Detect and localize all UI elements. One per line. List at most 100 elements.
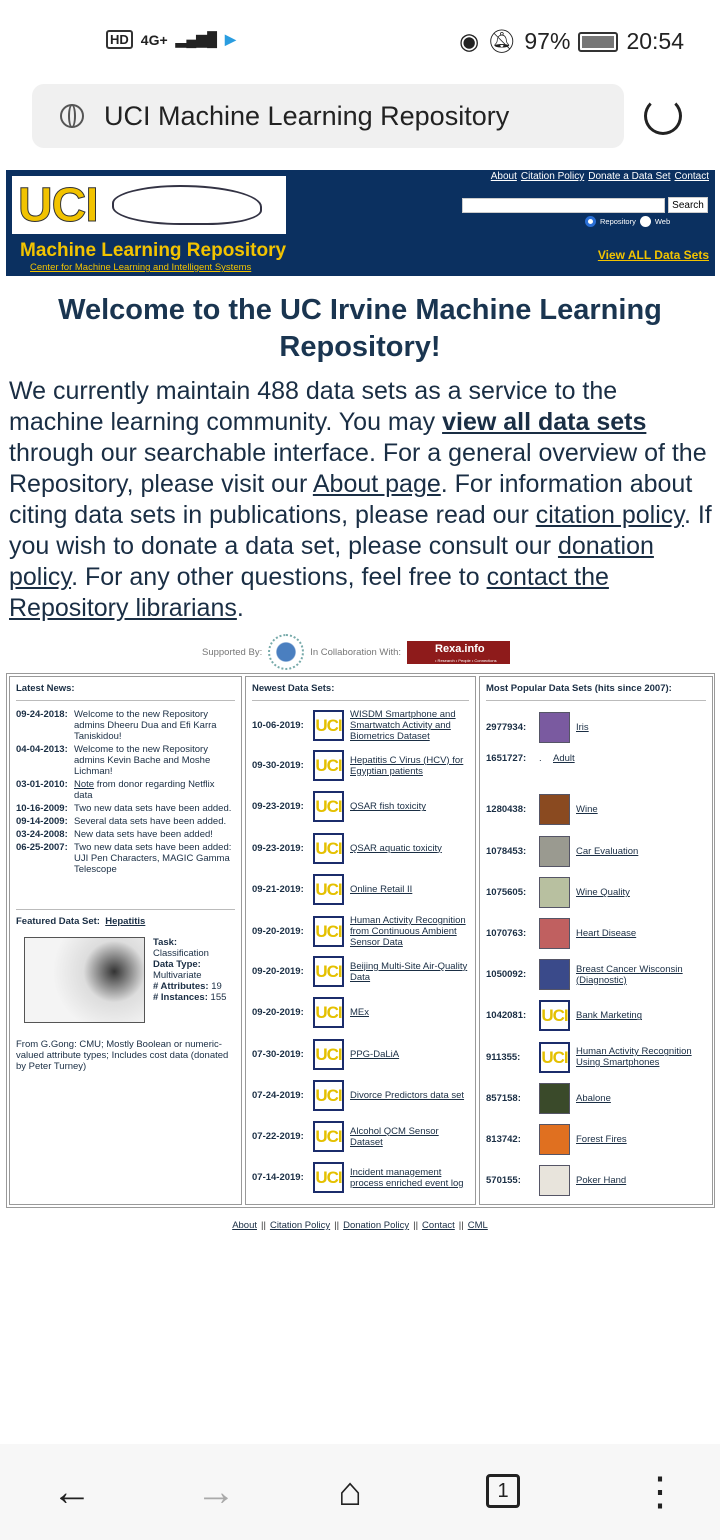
popular-item: 2977934: Iris: [486, 712, 708, 743]
uci-logo[interactable]: UCI: [12, 176, 286, 234]
dataset-thumbnail[interactable]: [539, 835, 570, 867]
dataset-thumbnail[interactable]: [539, 959, 570, 991]
dataset-link[interactable]: Human Activity Recognition from Continuo…: [350, 915, 466, 948]
dataset-thumbnail[interactable]: [539, 1082, 570, 1114]
uci-thumbnail-icon[interactable]: UCI: [313, 1038, 344, 1070]
dataset-link[interactable]: PPG-DaLiA: [350, 1048, 400, 1060]
uci-thumbnail-icon[interactable]: UCI: [539, 1041, 570, 1073]
uci-thumbnail-icon[interactable]: UCI: [313, 956, 344, 988]
view-all-link[interactable]: View ALL Data Sets: [597, 248, 709, 262]
dataset-thumbnail[interactable]: [539, 918, 570, 949]
dataset-link[interactable]: Incident management process enriched eve…: [350, 1166, 464, 1189]
view-all-data-sets-link[interactable]: view all data sets: [442, 408, 647, 436]
footer-link[interactable]: Donation Policy: [343, 1220, 410, 1231]
dataset-link[interactable]: QSAR fish toxicity: [350, 801, 427, 813]
news-item: 04-04-2013: Welcome to the new Repository…: [16, 744, 211, 777]
featured-image[interactable]: [24, 937, 145, 1023]
site-header: UCI Machine Learning Repository Center f…: [6, 170, 715, 276]
footer-link[interactable]: Contact: [422, 1220, 455, 1231]
uci-thumbnail-icon[interactable]: UCI: [539, 1000, 570, 1032]
citation-policy-link[interactable]: Citation Policy: [520, 171, 585, 182]
uci-thumbnail-icon[interactable]: UCI: [313, 1162, 344, 1194]
dataset-link[interactable]: Car Evaluation: [576, 845, 639, 857]
dataset-link[interactable]: Beijing Multi-Site Air-Quality Data: [350, 960, 468, 983]
footer-link[interactable]: Citation Policy: [269, 1220, 331, 1231]
featured-dataset-link[interactable]: Hepatitis: [105, 916, 146, 927]
page-title: Welcome to the UC Irvine Machine Learnin…: [58, 294, 662, 363]
dataset-link[interactable]: Online Retail II: [350, 883, 413, 895]
dataset-link[interactable]: Abalone: [576, 1092, 611, 1104]
thumbnail[interactable]: .: [539, 753, 542, 765]
footer-link[interactable]: CML: [467, 1220, 488, 1231]
news-item: 06-25-2007: Two new data sets have been a…: [16, 842, 232, 875]
dataset-link[interactable]: QSAR aquatic toxicity: [350, 842, 442, 854]
newest-item: 09-23-2019: UCI QSAR aquatic toxicity: [252, 832, 471, 864]
news-item: 09-24-2018: Welcome to the new Repository…: [16, 709, 217, 742]
dataset-thumbnail[interactable]: [539, 712, 570, 743]
cml-link[interactable]: Center for Machine Learning and Intellig…: [30, 262, 252, 273]
dataset-thumbnail[interactable]: [539, 1124, 570, 1155]
search-button[interactable]: Search: [668, 197, 708, 213]
tabs-button[interactable]: 1: [486, 1474, 520, 1508]
rexa-logo[interactable]: Rexa.info • Research • People • Connectio…: [407, 640, 511, 664]
dataset-link[interactable]: Forest Fires: [576, 1134, 627, 1145]
dataset-link[interactable]: Breast Cancer Wisconsin (Diagnostic): [576, 963, 683, 986]
uci-thumbnail-icon[interactable]: UCI: [313, 750, 344, 782]
footer-links: About || Citation Policy || Donation Policy |…: [232, 1220, 488, 1231]
contact-librarians-link[interactable]: contact the Repository librarians: [9, 563, 609, 622]
dataset-thumbnail[interactable]: [539, 794, 570, 826]
search-input[interactable]: [462, 198, 665, 213]
newest-item: 09-20-2019: UCI Human Activity Recognition…: [252, 915, 471, 948]
news-link[interactable]: Note: [74, 779, 95, 790]
dataset-link[interactable]: Adult: [553, 753, 575, 765]
newest-item: 07-14-2019: UCI Incident management proces…: [252, 1162, 471, 1194]
citation-policy-link[interactable]: citation policy: [535, 501, 684, 529]
content-table: Latest News: 09-24-2018: Welcome to the n…: [6, 673, 715, 1208]
dataset-link[interactable]: Divorce Predictors data set: [350, 1089, 465, 1101]
browser-nav-bar: ← → ⌂ 1 ⋮: [0, 1444, 720, 1540]
dataset-thumbnail[interactable]: [539, 876, 570, 908]
about-page-link[interactable]: About page: [312, 470, 441, 498]
uci-thumbnail-icon[interactable]: UCI: [313, 916, 344, 947]
nsf-logo[interactable]: [268, 634, 305, 670]
footer-link[interactable]: About: [232, 1220, 258, 1231]
uci-thumbnail-icon[interactable]: UCI: [313, 710, 344, 741]
forward-icon[interactable]: →: [196, 1470, 236, 1514]
dataset-link[interactable]: Wine Quality: [576, 886, 630, 898]
dataset-link[interactable]: Hepatitis C Virus (HCV) for Egyptian pat…: [350, 754, 464, 777]
network-badge: 4G+: [140, 31, 168, 48]
mute-icon: 🔕︎: [487, 28, 517, 54]
dataset-link[interactable]: Alcohol QCM Sensor Dataset: [350, 1125, 439, 1148]
reload-icon[interactable]: [644, 97, 682, 135]
home-icon[interactable]: ⌂: [338, 1470, 363, 1514]
contact-link[interactable]: Contact: [674, 171, 709, 182]
popular-item: 1042081: UCI Bank Marketing: [486, 1000, 708, 1032]
uci-thumbnail-icon[interactable]: UCI: [313, 1121, 344, 1152]
dataset-thumbnail[interactable]: [539, 1165, 570, 1197]
popular-item: 1050092: Breast Cancer Wisconsin (Diagnos…: [486, 959, 708, 991]
dataset-link[interactable]: Iris: [576, 722, 589, 733]
dataset-link[interactable]: Bank Marketing: [576, 1010, 643, 1022]
dataset-link[interactable]: Heart Disease: [576, 928, 637, 939]
donate-link[interactable]: Donate a Data Set: [588, 171, 671, 182]
back-icon[interactable]: ←: [52, 1470, 92, 1514]
radio-repository[interactable]: [585, 216, 596, 227]
menu-icon[interactable]: ⋮: [640, 1470, 680, 1514]
radio-web[interactable]: [639, 216, 651, 227]
uci-thumbnail-icon[interactable]: UCI: [313, 873, 344, 905]
dataset-link[interactable]: MEx: [350, 1007, 369, 1019]
eye-icon: ◉: [459, 28, 480, 54]
uci-thumbnail-icon[interactable]: UCI: [313, 997, 344, 1029]
uci-thumbnail-icon[interactable]: UCI: [313, 791, 344, 823]
uci-thumbnail-icon[interactable]: UCI: [313, 832, 344, 864]
address-bar[interactable]: UCI Machine Learning Repository: [32, 84, 624, 148]
donation-policy-link[interactable]: donation policy: [9, 532, 654, 591]
globe-icon: [60, 104, 84, 128]
dataset-link[interactable]: Poker Hand: [576, 1175, 627, 1187]
uci-thumbnail-icon[interactable]: UCI: [313, 1079, 344, 1111]
about-link[interactable]: About: [490, 171, 517, 182]
clock: 20:54: [626, 28, 684, 54]
dataset-link[interactable]: Human Activity Recognition Using Smartph…: [576, 1046, 692, 1069]
dataset-link[interactable]: WISDM Smartphone and Smartwatch Activity…: [350, 709, 456, 742]
dataset-link[interactable]: Wine: [576, 804, 598, 816]
